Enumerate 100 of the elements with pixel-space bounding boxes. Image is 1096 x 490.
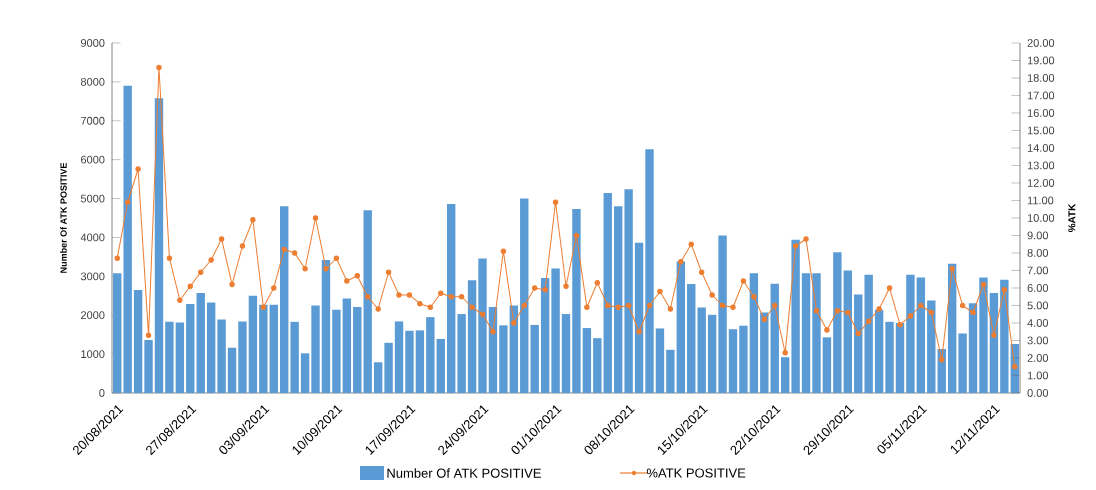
bar [206, 302, 216, 393]
y2-tick-label: 9.00 [1027, 231, 1049, 240]
y2-tick-label: 11.00 [1027, 196, 1054, 205]
bar [864, 274, 873, 393]
y2-tick-label: 16.00 [1027, 109, 1055, 117]
bar [833, 252, 842, 393]
bar [426, 317, 435, 393]
bar [916, 277, 926, 393]
bar [676, 261, 686, 393]
y2-tick-label: 3.00 [1027, 336, 1049, 345]
y2-tick-label: 0.00 [1027, 389, 1049, 397]
bar [958, 333, 967, 393]
bar [520, 198, 529, 393]
legend-label: Number Of ATK POSITIVE [387, 468, 541, 478]
bar [551, 268, 560, 393]
bar [979, 277, 988, 393]
bar [415, 330, 425, 393]
bar [217, 319, 226, 393]
bar [300, 353, 310, 393]
y2-tick-label: 12.00 [1027, 179, 1055, 187]
y-tick-label: 0 [99, 389, 105, 397]
bar [687, 284, 696, 393]
bar [927, 300, 936, 393]
bar [488, 307, 498, 393]
bar [332, 309, 341, 393]
bar [478, 258, 487, 393]
y2-tick-label: 17.00 [1027, 91, 1055, 100]
bar [613, 206, 623, 393]
bar [843, 270, 852, 393]
y2-tick-label: 20.00 [1027, 39, 1055, 47]
bar [363, 210, 372, 393]
legend-label: %ATK POSITIVE [646, 468, 746, 478]
bar [906, 274, 915, 393]
bar [707, 314, 717, 393]
bar [561, 314, 571, 393]
y2-tick-label: 2.00 [1027, 354, 1049, 362]
bar [123, 85, 132, 393]
bar [1000, 279, 1009, 393]
bar [739, 325, 748, 393]
y-tick-label: 8000 [80, 77, 105, 86]
bar [447, 203, 456, 393]
bar [603, 193, 612, 393]
y2-tick-label: 7.00 [1027, 266, 1049, 275]
bar [947, 263, 957, 393]
bar [321, 259, 331, 393]
y2-tick-label: 19.00 [1027, 56, 1055, 65]
y2-tick-label: 13.00 [1027, 161, 1055, 170]
y2-tick-label: 1.00 [1027, 371, 1049, 380]
bar [895, 322, 905, 393]
bar [227, 347, 237, 393]
bar [582, 328, 592, 393]
bar [384, 342, 393, 393]
y-axis-title: Number Of ATK POSITIVE [60, 162, 67, 273]
bar [530, 324, 539, 393]
bar [457, 314, 466, 393]
bar [509, 305, 519, 393]
y-tick-label: 9000 [80, 39, 105, 47]
bar [342, 298, 352, 393]
bar [113, 273, 122, 393]
bar [645, 149, 654, 393]
bar [248, 295, 258, 393]
y2-tick-label: 10.00 [1027, 214, 1055, 222]
bar [540, 277, 550, 393]
y-tick-label: 5000 [80, 194, 105, 203]
y2-tick-label: 5.00 [1027, 301, 1049, 310]
bar [196, 293, 205, 393]
bar [593, 338, 602, 393]
y2-tick-label: 15.00 [1027, 126, 1055, 135]
y2-axis-title: %ATK [1068, 203, 1076, 233]
bar [238, 321, 247, 393]
bar [572, 209, 581, 393]
bar [175, 322, 185, 393]
y-tick-label: 2000 [81, 311, 105, 320]
bar [394, 321, 404, 393]
bar [259, 304, 268, 393]
y-tick-label: 7000 [81, 116, 105, 125]
bar [812, 273, 821, 393]
y2-tick-label: 4.00 [1027, 319, 1049, 327]
bar [749, 273, 759, 393]
bar [666, 349, 675, 393]
y2-tick-label: 8.00 [1027, 249, 1049, 257]
bar [624, 189, 633, 393]
bar [822, 337, 832, 393]
bar [770, 283, 779, 393]
bar [718, 235, 727, 393]
bar [280, 206, 289, 393]
bar [353, 307, 362, 393]
bar [165, 321, 174, 393]
bar [801, 273, 811, 393]
bar [133, 289, 143, 393]
bar [405, 330, 414, 393]
y2-tick-label: 6.00 [1027, 284, 1049, 292]
bar [760, 312, 769, 393]
bar [290, 321, 299, 393]
bar [655, 328, 665, 393]
bar [311, 305, 320, 393]
bar [269, 304, 278, 393]
bar [499, 325, 508, 393]
bar [467, 280, 477, 393]
bar [373, 362, 383, 393]
